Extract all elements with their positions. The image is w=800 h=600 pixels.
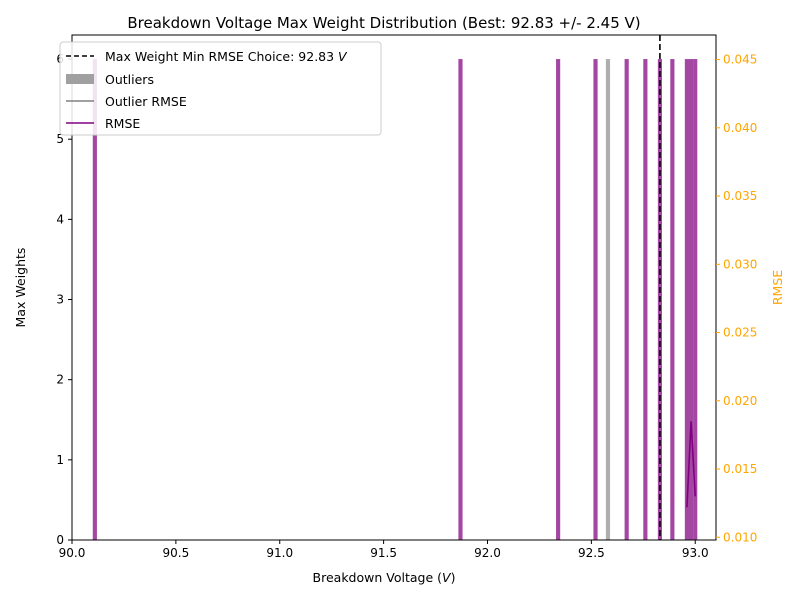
weight-bar [693, 59, 698, 541]
weight-bar [643, 59, 648, 541]
y2-tick-label: 0.035 [723, 189, 757, 203]
weight-bar [593, 59, 598, 541]
y-tick-label: 3 [56, 293, 64, 307]
weight-bar [670, 59, 675, 541]
legend-outliers-swatch [66, 74, 94, 84]
y2-tick-label: 0.040 [723, 121, 757, 135]
y-tick-label: 4 [56, 212, 64, 226]
y2-tick-label: 0.010 [723, 530, 757, 544]
plot-frame [71, 34, 717, 541]
x-tick-label: 93.0 [682, 546, 709, 560]
y2-tick-label: 0.020 [723, 394, 757, 408]
x-tick-label: 92.0 [474, 546, 501, 560]
legend-label-outliers: Outliers [105, 72, 154, 87]
y-tick-label: 1 [56, 453, 64, 467]
weight-bar [684, 59, 689, 541]
y2-axis-label: RMSE [770, 270, 785, 305]
y2-tick-label: 0.045 [723, 53, 757, 67]
y2-tick-label: 0.030 [723, 257, 757, 271]
x-tick-label: 90.5 [163, 546, 190, 560]
legend-label-rmse: RMSE [105, 116, 140, 131]
chart-title: Breakdown Voltage Max Weight Distributio… [127, 14, 640, 32]
y2-tick-label: 0.015 [723, 462, 757, 476]
y-axis-label: Max Weights [13, 248, 28, 328]
x-axis-label: Breakdown Voltage (V) [313, 570, 456, 585]
x-tick-label: 92.5 [578, 546, 605, 560]
legend-label-choice: Max Weight Min RMSE Choice: 92.83 V [105, 49, 348, 64]
y2-tick-label: 0.025 [723, 326, 757, 340]
x-axis-ticks: 90.0 90.5 91.0 91.5 92.0 92.5 93.0 [59, 540, 709, 560]
y-tick-label: 2 [56, 373, 64, 387]
weight-bar [556, 59, 561, 541]
weight-bar [458, 59, 463, 541]
legend: Max Weight Min RMSE Choice: 92.83 V Outl… [59, 41, 382, 136]
legend-box [59, 41, 382, 136]
lines-layer [659, 35, 697, 540]
x-tick-label: 91.0 [266, 546, 293, 560]
y-tick-label: 5 [56, 132, 64, 146]
weight-bar [688, 59, 694, 541]
weight-bar [624, 59, 629, 541]
y-tick-label: 0 [56, 533, 64, 547]
x-tick-label: 90.0 [59, 546, 86, 560]
y2-axis-ticks: 0.010 0.015 0.020 0.025 0.030 0.035 0.040 0.045 [716, 53, 757, 544]
rmse-line [686, 421, 697, 508]
x-tick-label: 91.5 [370, 546, 397, 560]
legend-label-outlier-rmse: Outlier RMSE [105, 94, 187, 109]
weight-bar [92, 59, 97, 541]
outlier-bar [605, 59, 611, 541]
